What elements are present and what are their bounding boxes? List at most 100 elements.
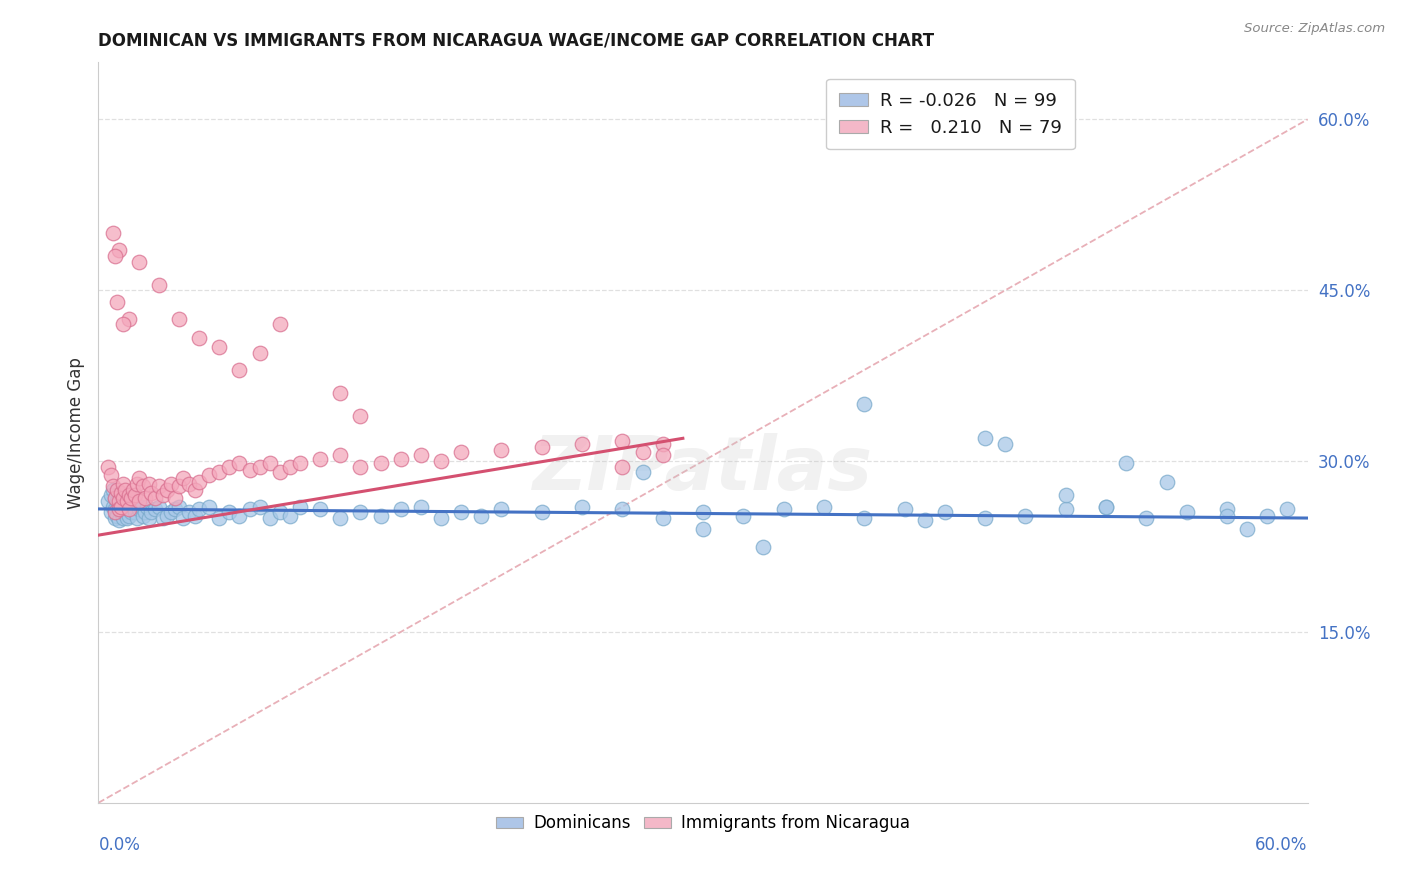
Point — [110, 500, 132, 514]
Point — [389, 451, 412, 466]
Point — [631, 466, 654, 480]
Point — [184, 508, 207, 523]
Point — [239, 463, 262, 477]
Point — [612, 434, 634, 448]
Point — [172, 471, 194, 485]
Point — [132, 479, 155, 493]
Point — [114, 500, 136, 514]
Point — [218, 505, 240, 519]
Point — [118, 311, 141, 326]
Point — [430, 511, 453, 525]
Text: 0.0%: 0.0% — [98, 836, 141, 855]
Y-axis label: Wage/Income Gap: Wage/Income Gap — [66, 357, 84, 508]
Point — [135, 500, 157, 514]
Point — [148, 479, 170, 493]
Point — [239, 502, 262, 516]
Point — [124, 505, 146, 519]
Point — [269, 466, 291, 480]
Point — [1175, 505, 1198, 519]
Point — [107, 494, 129, 508]
Point — [115, 511, 138, 525]
Point — [198, 500, 221, 514]
Point — [105, 494, 128, 508]
Point — [1236, 523, 1258, 537]
Point — [934, 505, 956, 519]
Point — [105, 508, 128, 523]
Point — [571, 500, 593, 514]
Point — [143, 491, 166, 505]
Point — [1216, 508, 1239, 523]
Point — [101, 483, 124, 497]
Point — [530, 505, 553, 519]
Point — [152, 511, 174, 525]
Point — [167, 479, 190, 493]
Point — [160, 505, 183, 519]
Text: 60.0%: 60.0% — [1256, 836, 1308, 855]
Point — [134, 505, 156, 519]
Point — [914, 513, 936, 527]
Point — [1135, 511, 1157, 525]
Point — [188, 331, 211, 345]
Point — [114, 505, 136, 519]
Point — [103, 249, 125, 263]
Point — [107, 513, 129, 527]
Legend: Dominicans, Immigrants from Nicaragua: Dominicans, Immigrants from Nicaragua — [489, 807, 917, 838]
Point — [97, 459, 120, 474]
Point — [100, 488, 122, 502]
Point — [1054, 488, 1077, 502]
Point — [105, 483, 128, 497]
Point — [370, 456, 392, 470]
Point — [160, 476, 183, 491]
Point — [228, 456, 250, 470]
Point — [107, 486, 129, 500]
Text: DOMINICAN VS IMMIGRANTS FROM NICARAGUA WAGE/INCOME GAP CORRELATION CHART: DOMINICAN VS IMMIGRANTS FROM NICARAGUA W… — [98, 32, 935, 50]
Point — [125, 511, 148, 525]
Point — [111, 476, 134, 491]
Point — [110, 500, 132, 514]
Point — [974, 511, 997, 525]
Point — [349, 505, 371, 519]
Point — [103, 491, 125, 505]
Point — [249, 459, 271, 474]
Point — [329, 449, 352, 463]
Point — [430, 454, 453, 468]
Point — [1115, 456, 1137, 470]
Point — [269, 318, 291, 332]
Point — [249, 500, 271, 514]
Text: Source: ZipAtlas.com: Source: ZipAtlas.com — [1244, 22, 1385, 36]
Point — [188, 475, 211, 489]
Point — [103, 491, 125, 505]
Point — [156, 508, 179, 523]
Point — [121, 500, 143, 514]
Point — [651, 437, 673, 451]
Point — [101, 227, 124, 241]
Point — [409, 500, 432, 514]
Point — [853, 397, 876, 411]
Point — [163, 491, 186, 505]
Point — [259, 456, 281, 470]
Point — [121, 483, 143, 497]
Point — [148, 277, 170, 292]
Point — [269, 505, 291, 519]
Point — [163, 502, 186, 516]
Point — [288, 500, 311, 514]
Point — [138, 476, 160, 491]
Point — [184, 483, 207, 497]
Point — [128, 254, 150, 268]
Point — [118, 488, 141, 502]
Point — [692, 523, 714, 537]
Point — [139, 505, 162, 519]
Point — [115, 494, 138, 508]
Point — [288, 456, 311, 470]
Point — [128, 494, 150, 508]
Point — [309, 502, 332, 516]
Point — [156, 483, 179, 497]
Point — [1095, 500, 1118, 514]
Point — [188, 502, 211, 516]
Point — [143, 502, 166, 516]
Point — [111, 318, 134, 332]
Point — [409, 449, 432, 463]
Point — [107, 500, 129, 514]
Point — [114, 483, 136, 497]
Point — [228, 363, 250, 377]
